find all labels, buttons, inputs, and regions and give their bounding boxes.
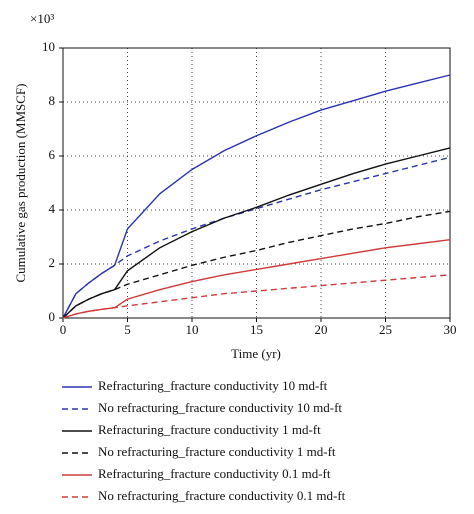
x-tick-label: 10 [186,322,199,337]
series-line [62,147,451,319]
series-line [62,239,451,319]
series-line [62,274,451,319]
x-tick-label: 25 [379,322,392,337]
plot-frame [62,47,451,319]
x-tick-label: 0 [60,322,67,337]
y-tick-label: 2 [49,255,56,270]
series-line [62,210,451,319]
legend-label: No refracturing_fracture conductivity 1 … [98,444,336,459]
x-tick-label: 5 [124,322,131,337]
y-axis-label: Cumulative gas production (MMSCF) [13,84,28,283]
series-line [62,156,451,319]
legend-label: Refracturing_fracture conductivity 10 md… [98,378,328,393]
legend-label: No refracturing_fracture conductivity 10… [98,400,342,415]
y-multiplier: ×10³ [30,11,54,26]
legend-label: No refracturing_fracture conductivity 0.… [98,488,346,503]
x-tick-label: 30 [444,322,457,337]
x-axis-label: Time (yr) [231,346,281,361]
legend-label: Refracturing_fracture conductivity 0.1 m… [98,466,331,481]
y-tick-label: 6 [49,147,56,162]
y-tick-label: 10 [42,39,55,54]
y-tick-label: 8 [49,93,56,108]
x-tick-label: 20 [315,322,328,337]
legend-label: Refracturing_fracture conductivity 1 md-… [98,422,321,437]
y-tick-label: 0 [49,309,56,324]
y-tick-label: 4 [49,201,56,216]
x-tick-label: 15 [250,322,263,337]
